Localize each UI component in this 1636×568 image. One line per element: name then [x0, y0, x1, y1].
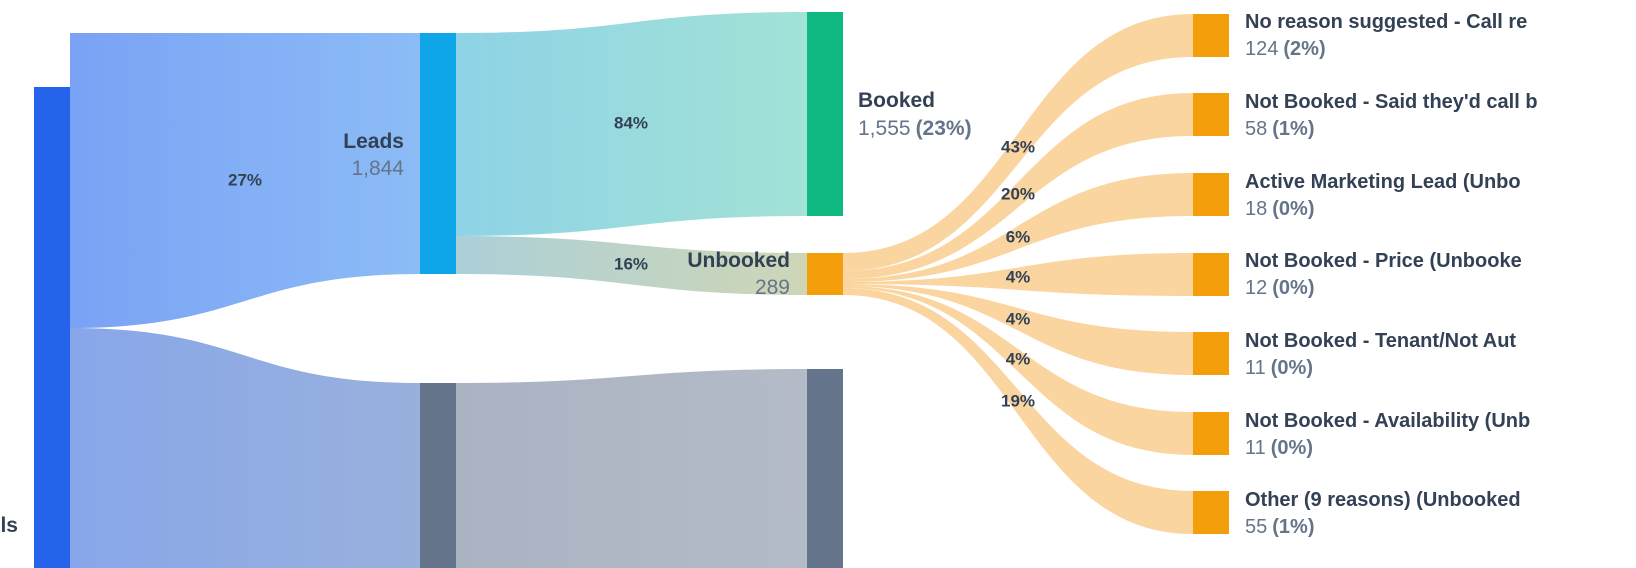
node-label-r4-name: Not Booked - Price (Unbooke	[1245, 250, 1522, 272]
sankey-link-leads-unbooked[interactable]	[456, 236, 807, 295]
sankey-node-r5[interactable]	[1193, 332, 1229, 375]
node-label-r4-value: 12 (0%)	[1245, 277, 1314, 299]
node-name: Not Booked - Said they'd call b	[1245, 91, 1538, 113]
node-name: Unbooked	[687, 249, 790, 272]
node-percent: (1%)	[1272, 118, 1314, 140]
node-label-r7-name: Other (9 reasons) (Unbooked	[1245, 489, 1521, 511]
node-label-r6-value: 11 (0%)	[1245, 437, 1313, 459]
node-label-booked-name: Booked	[858, 89, 935, 112]
sankey-link-unbooked-r1[interactable]	[843, 14, 1193, 271]
sankey-link-leads-booked[interactable]	[456, 12, 807, 236]
node-name: lls	[0, 514, 18, 537]
node-label-r7-value: 55 (1%)	[1245, 516, 1314, 538]
link-percent-label: 4%	[1006, 309, 1031, 328]
sankey-node-leads[interactable]	[420, 33, 456, 274]
node-value: 11	[1245, 437, 1266, 459]
node-label-r3-value: 18 (0%)	[1245, 198, 1314, 220]
node-label-booked-value: 1,555 (23%)	[858, 117, 972, 140]
node-label-r2-value: 58 (1%)	[1245, 118, 1314, 140]
node-name: Active Marketing Lead (Unbo	[1245, 171, 1521, 193]
node-name: Other (9 reasons) (Unbooked	[1245, 489, 1521, 511]
node-value: 289	[755, 276, 790, 299]
sankey-link-unbooked-r4[interactable]	[843, 253, 1193, 296]
link-percent-label: 27%	[228, 170, 262, 189]
link-percent-label: 4%	[1006, 349, 1031, 368]
sankey-link-unbooked-r7[interactable]	[843, 288, 1193, 534]
node-percent: (0%)	[1272, 198, 1314, 220]
link-percent-label: 16%	[614, 254, 648, 273]
sankey-link-unbooked-r5[interactable]	[843, 284, 1193, 375]
node-name: No reason suggested - Call re	[1245, 11, 1527, 33]
node-name: Booked	[858, 89, 935, 112]
sankey-node-r2[interactable]	[1193, 93, 1229, 136]
sankey-labels: 27% 84% 16% 43% 20% 6% 4% 4% 4% 19% lls Leads 1,844 B…	[0, 11, 1538, 538]
sankey-link-unbooked-r6[interactable]	[843, 286, 1193, 455]
node-label-r1-value: 124 (2%)	[1245, 38, 1326, 60]
sankey-node-r3[interactable]	[1193, 173, 1229, 216]
sankey-node-not_leads[interactable]	[420, 383, 456, 568]
sankey-node-booked[interactable]	[807, 12, 843, 216]
sankey-links	[70, 12, 1193, 568]
node-value: 1,844	[351, 157, 404, 180]
node-percent: (0%)	[1271, 437, 1313, 459]
node-label-r5-value: 11 (0%)	[1245, 357, 1313, 379]
node-label-unbooked-value: 289	[755, 276, 790, 299]
sankey-node-r4[interactable]	[1193, 253, 1229, 296]
node-label-leads-name: Leads	[343, 130, 404, 153]
node-name: Not Booked - Tenant/Not Aut	[1245, 330, 1516, 352]
node-name: Leads	[343, 130, 404, 153]
node-label-r2-name: Not Booked - Said they'd call b	[1245, 91, 1538, 113]
node-percent: (0%)	[1271, 357, 1313, 379]
node-label-calls: lls	[0, 514, 18, 537]
sankey-node-calls[interactable]	[34, 87, 70, 568]
node-label-r5-name: Not Booked - Tenant/Not Aut	[1245, 330, 1516, 352]
node-label-leads-value: 1,844	[351, 157, 404, 180]
node-value: 11	[1245, 357, 1266, 379]
sankey-link-not_leads-not_leads_end[interactable]	[456, 369, 807, 568]
sankey-node-r6[interactable]	[1193, 412, 1229, 455]
node-label-r6-name: Not Booked - Availability (Unb	[1245, 410, 1530, 432]
node-label-unbooked-name: Unbooked	[687, 249, 790, 272]
node-value: 18	[1245, 198, 1267, 220]
node-value: 1,555	[858, 117, 911, 140]
sankey-node-unbooked[interactable]	[807, 253, 843, 295]
sankey-link-calls-not_leads[interactable]	[70, 328, 420, 568]
node-label-r1-name: No reason suggested - Call re	[1245, 11, 1527, 33]
node-name: Not Booked - Price (Unbooke	[1245, 250, 1522, 272]
node-label-r3-name: Active Marketing Lead (Unbo	[1245, 171, 1521, 193]
sankey-node-r7[interactable]	[1193, 491, 1229, 534]
sankey-link-calls-leads[interactable]	[70, 33, 420, 328]
node-value: 124	[1245, 38, 1278, 60]
sankey-node-r1[interactable]	[1193, 14, 1229, 57]
node-value: 58	[1245, 118, 1267, 140]
sankey-node-not_leads_end[interactable]	[807, 369, 843, 568]
link-percent-label: 19%	[1001, 391, 1035, 410]
node-name: Not Booked - Availability (Unb	[1245, 410, 1530, 432]
node-percent: (23%)	[916, 117, 972, 140]
sankey-link-unbooked-r2[interactable]	[843, 93, 1193, 279]
link-percent-label: 84%	[614, 113, 648, 132]
node-value: 55	[1245, 516, 1267, 538]
node-percent: (2%)	[1283, 38, 1325, 60]
sankey-nodes	[34, 12, 1229, 568]
link-percent-label: 4%	[1006, 267, 1031, 286]
node-percent: (0%)	[1272, 277, 1314, 299]
node-percent: (1%)	[1272, 516, 1314, 538]
link-percent-label: 6%	[1006, 227, 1031, 246]
node-value: 12	[1245, 277, 1267, 299]
sankey-link-unbooked-r3[interactable]	[843, 173, 1193, 282]
link-percent-label: 43%	[1001, 137, 1035, 156]
link-percent-label: 20%	[1001, 184, 1035, 203]
